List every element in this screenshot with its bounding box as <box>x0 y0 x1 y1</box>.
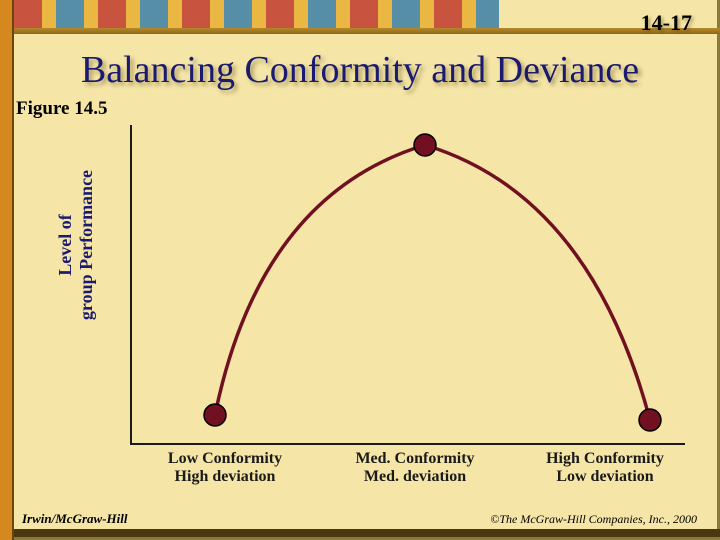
x-label-high: High Conformity Low deviation <box>510 450 700 487</box>
x-label-high-line2: Low deviation <box>556 468 653 485</box>
slide-title: Balancing Conformity and Deviance <box>0 48 720 92</box>
x-label-high-line1: High Conformity <box>546 450 664 467</box>
figure-label: Figure 14.5 <box>16 98 107 120</box>
chart-curve <box>130 125 685 445</box>
x-label-low: Low Conformity High deviation <box>130 450 320 487</box>
x-label-med-line1: Med. Conformity <box>355 450 474 467</box>
footer-publisher: Irwin/McGraw-Hill <box>22 511 127 527</box>
marker-med <box>414 134 436 156</box>
bottom-border <box>14 529 720 537</box>
footer-copyright: ©The McGraw-Hill Companies, Inc., 2000 <box>490 512 697 527</box>
marker-low <box>204 404 226 426</box>
x-label-med-line2: Med. deviation <box>364 468 466 485</box>
y-axis-label: Level of group Performance <box>55 145 97 345</box>
slide: 14-17 Balancing Conformity and Deviance … <box>0 0 720 540</box>
marker-high <box>639 409 661 431</box>
decorative-top-strip <box>14 28 720 34</box>
x-label-low-line2: High deviation <box>175 468 276 485</box>
decorative-top-band <box>14 0 499 28</box>
performance-curve <box>215 145 650 420</box>
x-label-med: Med. Conformity Med. deviation <box>320 450 510 487</box>
x-axis-labels: Low Conformity High deviation Med. Confo… <box>130 450 700 487</box>
y-axis-label-line1: Level of <box>55 214 75 275</box>
x-label-low-line1: Low Conformity <box>168 450 282 467</box>
page-number: 14-17 <box>641 10 692 36</box>
y-axis-label-line2: group Performance <box>76 145 97 345</box>
